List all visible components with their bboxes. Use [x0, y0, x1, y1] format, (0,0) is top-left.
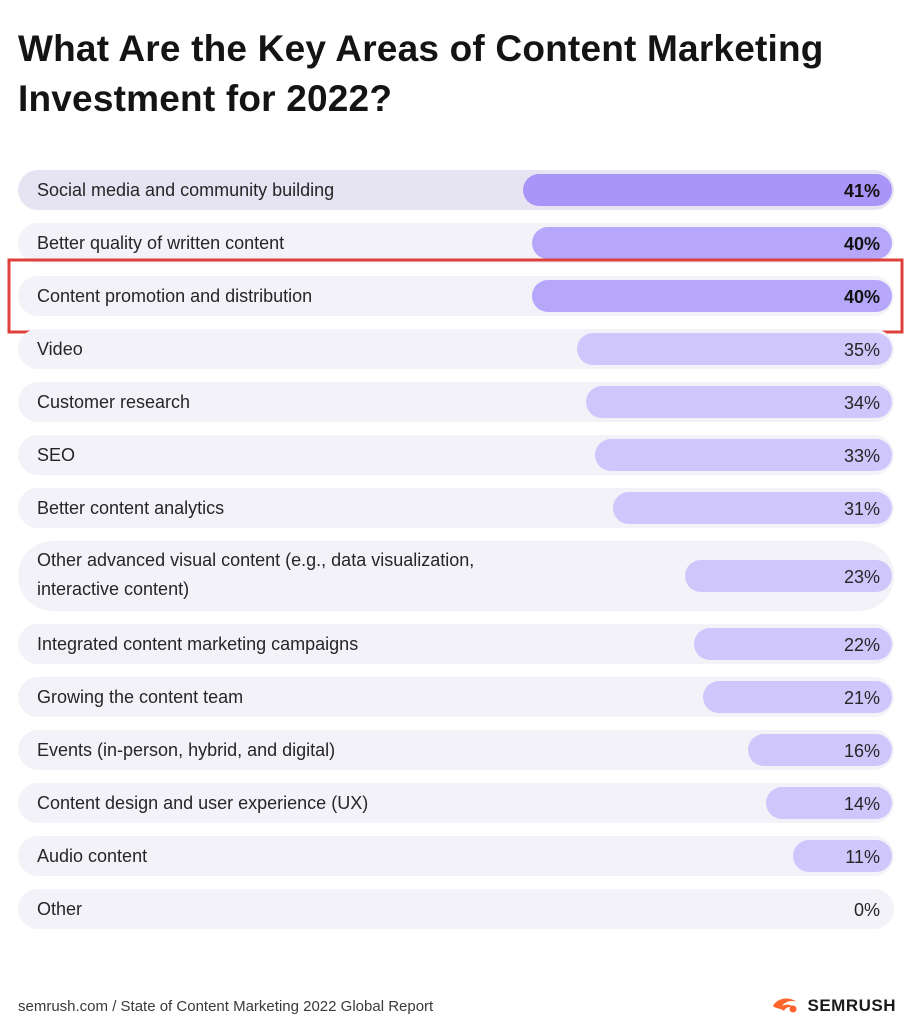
- bar-row: Audio content 11%: [18, 836, 894, 876]
- category-label: SEO: [37, 445, 75, 465]
- value-label: 41%: [844, 181, 880, 201]
- bar-row: Video 35%: [18, 329, 894, 369]
- bar: [523, 174, 892, 206]
- chart-title: What Are the Key Areas of Content Market…: [18, 28, 824, 119]
- row-background: [18, 541, 894, 611]
- bar: [613, 492, 892, 524]
- bar: [766, 787, 892, 819]
- bar-row: Other 0%: [18, 889, 894, 929]
- value-label: 21%: [844, 688, 880, 708]
- value-label: 33%: [844, 446, 880, 466]
- row-background: [18, 624, 894, 664]
- value-label: 35%: [844, 340, 880, 360]
- row-background: [18, 730, 894, 770]
- value-label: 14%: [844, 794, 880, 814]
- semrush-logo: SEMRUSH: [771, 996, 896, 1016]
- category-label: Events (in-person, hybrid, and digital): [37, 740, 335, 760]
- category-label: Other advanced visual content (e.g., dat…: [37, 550, 474, 599]
- logo-text: SEMRUSH: [807, 996, 896, 1015]
- category-label: Content design and user experience (UX): [37, 793, 368, 813]
- row-background: [18, 677, 894, 717]
- bar-row: Other advanced visual content (e.g., dat…: [18, 541, 894, 611]
- value-label: 23%: [844, 567, 880, 587]
- bar: [586, 386, 892, 418]
- bar: [694, 628, 892, 660]
- category-label: Integrated content marketing campaigns: [37, 634, 358, 654]
- value-label: 40%: [844, 234, 880, 254]
- bar-row: Integrated content marketing campaigns 22…: [18, 624, 894, 664]
- category-label: Customer research: [37, 392, 190, 412]
- value-label: 31%: [844, 499, 880, 519]
- bar: [748, 734, 892, 766]
- source-citation: semrush.com / State of Content Marketing…: [18, 998, 434, 1015]
- bar-row: Content promotion and distribution 40%: [18, 276, 894, 316]
- bar-row: SEO 33%: [18, 435, 894, 475]
- bar-row: Growing the content team 21%: [18, 677, 894, 717]
- category-label: Audio content: [37, 846, 147, 866]
- bar: [532, 280, 892, 312]
- category-label: Other: [37, 899, 82, 919]
- category-label: Growing the content team: [37, 687, 243, 707]
- bar: [793, 840, 892, 872]
- bar-row: Events (in-person, hybrid, and digital) 1…: [18, 730, 894, 770]
- bar: [595, 439, 892, 471]
- bar: [703, 681, 892, 713]
- bar: [577, 333, 892, 365]
- bar-row: Customer research 34%: [18, 382, 894, 422]
- value-label: 11%: [845, 847, 880, 867]
- bar-row: Better content analytics 31%: [18, 488, 894, 528]
- row-background: [18, 783, 894, 823]
- semrush-flame-icon: [773, 998, 798, 1013]
- row-background: [18, 889, 894, 929]
- bar: [685, 560, 892, 592]
- category-label: Better quality of written content: [37, 233, 284, 253]
- category-label: Better content analytics: [37, 498, 224, 518]
- value-label: 0%: [854, 900, 880, 920]
- value-label: 34%: [844, 393, 880, 413]
- value-label: 22%: [844, 635, 880, 655]
- bar: [532, 227, 892, 259]
- category-label: Social media and community building: [37, 180, 334, 200]
- category-label: Content promotion and distribution: [37, 286, 312, 306]
- category-label: Video: [37, 339, 83, 359]
- bar-row: Better quality of written content 40%: [18, 223, 894, 263]
- row-background: [18, 836, 894, 876]
- value-label: 16%: [844, 741, 880, 761]
- bar-row: Social media and community building 41%: [18, 170, 894, 210]
- bar-row: Content design and user experience (UX) 1…: [18, 783, 894, 823]
- value-label: 40%: [844, 287, 880, 307]
